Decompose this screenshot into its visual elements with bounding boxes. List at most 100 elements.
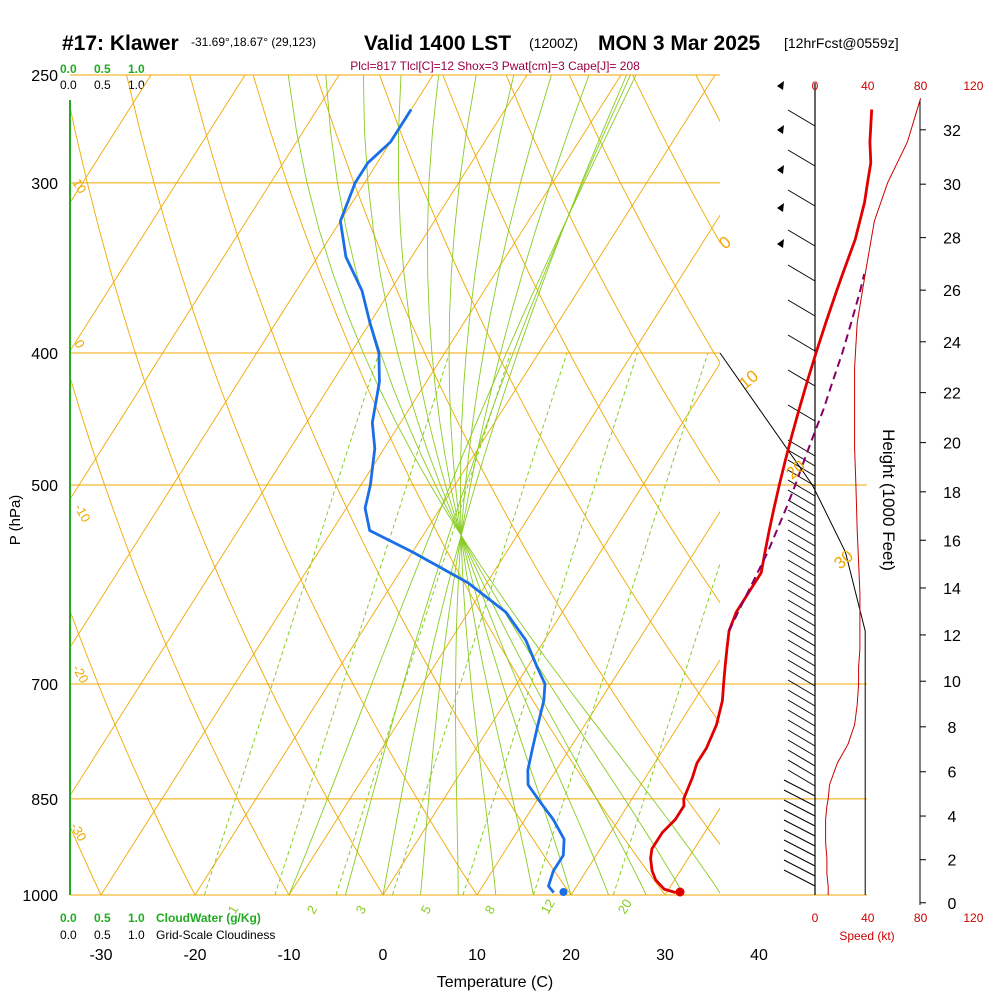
x-axis-title: Temperature (C)	[437, 974, 553, 991]
bottom-green-scale: 0.0 0.5 1.0 CloudWater (g/Kg)	[60, 911, 261, 925]
cloudiness-label: Grid-Scale Cloudiness	[156, 928, 275, 942]
speed-tick-label: 120	[963, 911, 983, 925]
height-axis-title: Height (1000 Feet)	[879, 429, 898, 571]
height-tick-label: 12	[943, 628, 961, 645]
speed-tick-label: 120	[963, 79, 983, 93]
speed-tick-label: 40	[861, 79, 875, 93]
wind-barb	[787, 759, 816, 777]
wind-barb	[783, 809, 816, 827]
height-tick-label: 30	[943, 177, 961, 194]
wind-barb	[787, 649, 816, 667]
mixing-ratio-line	[462, 352, 638, 895]
station-title: #17: Klawer	[62, 32, 179, 55]
moist-adiabat-line	[362, 75, 647, 895]
temperature-tick-label: 0	[379, 947, 388, 964]
speed-tick-label: 40	[861, 911, 875, 925]
wind-barb	[787, 449, 816, 467]
dry-adiabat-line	[189, 75, 572, 895]
wind-barb	[787, 769, 816, 787]
scale-tick: 1.0	[128, 62, 145, 76]
wind-barb	[787, 679, 816, 697]
speed-axis-title: Speed (kt)	[839, 929, 894, 943]
speed-tick-label: 80	[914, 911, 928, 925]
dry-adiabat-line	[568, 75, 720, 364]
height-tick-label: 26	[943, 283, 961, 300]
mixing-ratio-label: 20	[615, 896, 635, 916]
pressure-tick-label: 500	[31, 478, 58, 495]
temperature-tick-label: -20	[183, 947, 206, 964]
wind-barb	[787, 689, 816, 707]
wind-barb	[787, 719, 816, 737]
parcel-line	[728, 273, 866, 632]
dry-adiabat-label: 10	[69, 176, 89, 196]
isotherm-line	[70, 75, 246, 352]
speed-tick-label: 80	[914, 79, 928, 93]
top-green-scale: 0.0 0.5 1.0	[60, 62, 145, 76]
wind-barb-flag	[777, 125, 784, 134]
dry-adiabat-line	[70, 609, 196, 895]
scale-tick: 0.5	[94, 928, 111, 942]
wind-barb	[783, 839, 816, 857]
cloudwater-label: CloudWater (g/Kg)	[156, 911, 261, 925]
wind-barb	[787, 749, 816, 767]
wind-barb	[787, 509, 816, 527]
wind-barb	[787, 229, 816, 247]
wind-barb	[787, 439, 816, 457]
pressure-tick-label: 700	[31, 677, 58, 694]
wind-barb	[787, 619, 816, 637]
wind-barb	[787, 479, 816, 497]
pressure-tick-label: 250	[31, 68, 58, 85]
wind-barb-flag	[777, 203, 784, 212]
wind-barb-flag	[777, 239, 784, 248]
bottom-black-scale: 0.0 0.5 1.0 Grid-Scale Cloudiness	[60, 928, 275, 942]
valid-time: Valid 1400 LST	[364, 32, 511, 55]
scale-tick: 0.0	[60, 62, 77, 76]
wind-barb	[787, 489, 816, 507]
wind-barb	[787, 529, 816, 547]
wind-barb	[787, 709, 816, 727]
temperature-tick-label: 40	[750, 947, 768, 964]
moist-adiabat-line	[382, 75, 628, 895]
wind-barb	[783, 859, 816, 877]
mixing-ratio-line	[274, 352, 450, 895]
height-tick-label: 22	[943, 386, 961, 403]
wind-barb	[787, 519, 816, 537]
wind-barb	[787, 299, 816, 317]
wind-barb	[787, 469, 816, 487]
pressure-tick-label: 400	[31, 346, 58, 363]
y-axis-title: P (hPa)	[7, 495, 24, 546]
mixing-ratio-label: 12	[538, 896, 558, 916]
forecast-info: [12hrFcst@0559z]	[784, 35, 899, 51]
dry-adiabat-line	[315, 75, 720, 846]
moist-adiabat-line	[448, 75, 534, 895]
wind-barb	[783, 799, 816, 817]
wind-barb	[787, 404, 816, 422]
wind-barb	[787, 579, 816, 597]
wind-barb	[787, 639, 816, 657]
moist-adiabat-line	[455, 75, 552, 895]
wind-barb	[787, 569, 816, 587]
wind-speed-line	[825, 98, 922, 895]
wind-barb	[787, 369, 816, 387]
scale-tick: 0.5	[94, 911, 111, 925]
height-tick-label: 20	[943, 436, 961, 453]
wind-barb	[787, 149, 816, 167]
mixing-ratio-line	[612, 561, 720, 895]
wind-barb	[787, 549, 816, 567]
wind-barb	[787, 499, 816, 517]
wind-barb	[787, 189, 816, 207]
pressure-tick-label: 1000	[22, 888, 58, 905]
pressure-tick-label: 850	[31, 792, 58, 809]
dry-adiabat-line	[379, 75, 720, 724]
pressure-tick-label: 300	[31, 176, 58, 193]
wind-barb	[787, 589, 816, 607]
station-coords: -31.69°,18.67° (29,123)	[191, 35, 316, 49]
wind-barb	[783, 819, 816, 837]
scale-tick: 0.0	[60, 928, 77, 942]
dewpoint-line	[338, 108, 566, 894]
wind-barb	[787, 559, 816, 577]
dry-adiabat-line	[70, 375, 290, 895]
mixing-ratio-line	[532, 352, 709, 895]
